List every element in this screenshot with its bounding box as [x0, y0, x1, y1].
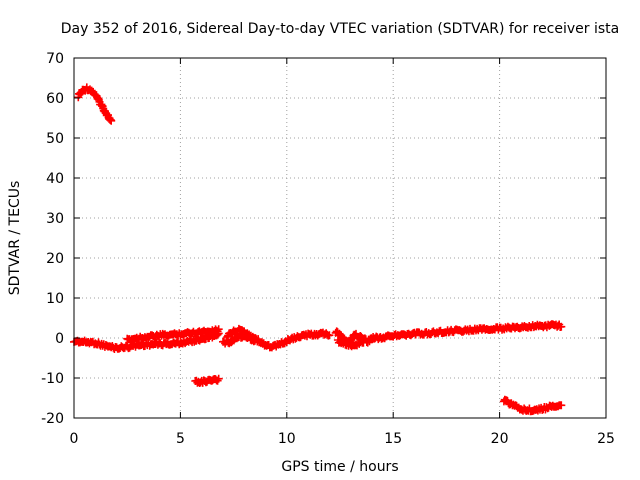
labels-layer: 0 5 10 15 20 25 -20 -10 0 10 20 30 40 50 60 70: [41, 51, 615, 447]
chart-title: Day 352 of 2016, Sidereal Day-to-day VTE…: [61, 21, 619, 37]
x-tick-label: 25: [597, 431, 615, 447]
y-tick-label: 10: [46, 291, 64, 307]
y-tick-label: 70: [46, 51, 64, 67]
data-point-marks: [219, 331, 259, 348]
x-axis-label: GPS time / hours: [281, 459, 398, 475]
x-tick-label: 20: [491, 431, 509, 447]
y-tick-label: 20: [46, 251, 64, 267]
series-arc-7: [331, 320, 566, 347]
marks-layer: [70, 83, 566, 416]
y-tick-label: 60: [46, 91, 64, 107]
y-axis-label: SDTVAR / TECUs: [7, 181, 23, 296]
y-tick-label: 0: [55, 331, 64, 347]
data-point-marks: [331, 320, 566, 347]
data-point-marks: [333, 336, 368, 351]
y-tick-label: 30: [46, 211, 64, 227]
data-point-marks: [123, 325, 223, 345]
series-arc-9: [499, 395, 566, 416]
series-arc-3: [123, 325, 223, 345]
x-tick-label: 15: [384, 431, 402, 447]
y-tick-label: 50: [46, 131, 64, 147]
ticks-layer: [73, 57, 607, 419]
data-point-marks: [74, 83, 116, 125]
x-tick-label: 5: [176, 431, 185, 447]
series-arc-1: [74, 83, 116, 125]
x-tick-label: 0: [70, 431, 79, 447]
y-tick-label: -20: [41, 411, 64, 427]
y-tick-label: 40: [46, 171, 64, 187]
data-point-marks: [191, 374, 223, 387]
data-point-marks: [499, 395, 566, 416]
series-arc-6: [219, 331, 259, 348]
plot-frame: [73, 57, 607, 419]
grid-layer: [74, 58, 606, 418]
series-arc-4: [191, 374, 223, 387]
x-tick-label: 10: [278, 431, 296, 447]
series-arc-8: [333, 336, 368, 351]
y-tick-label: -10: [41, 371, 64, 387]
